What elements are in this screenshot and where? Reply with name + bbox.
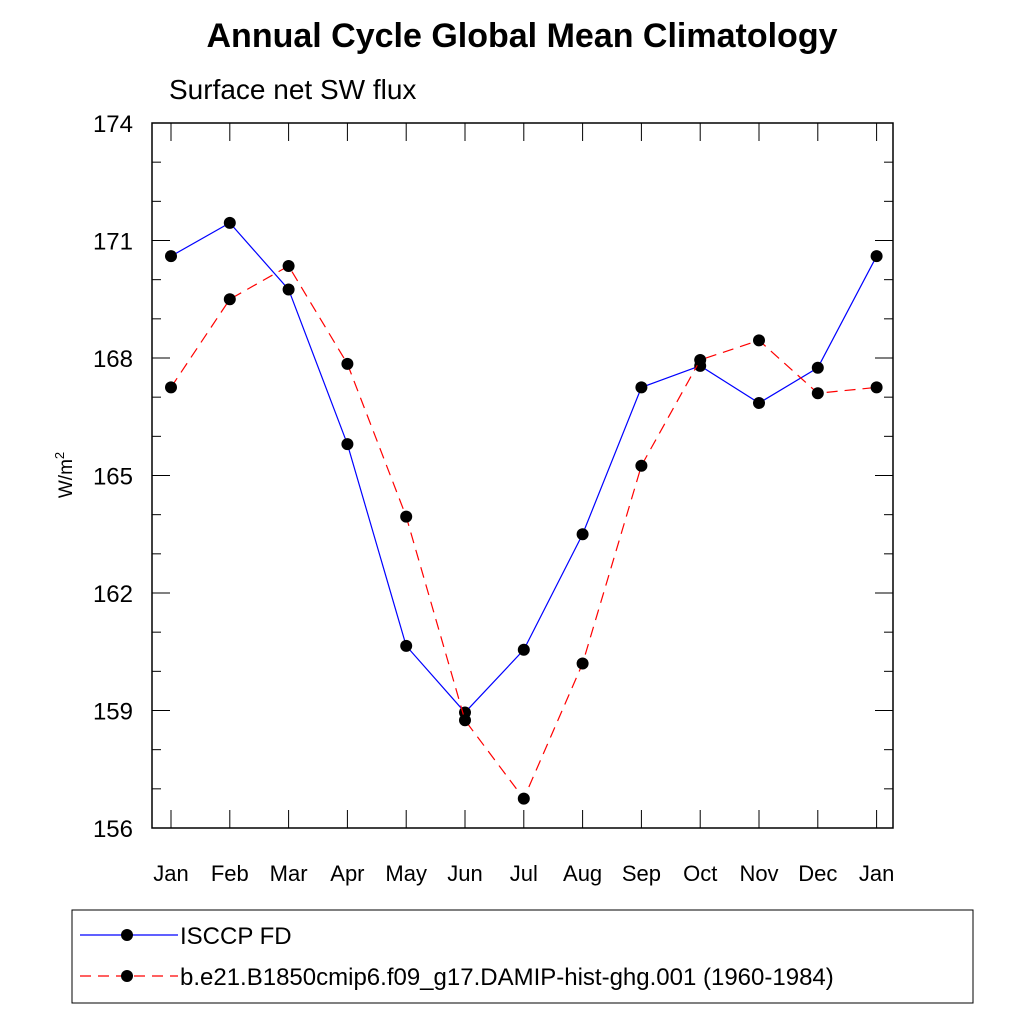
series-1 [165, 259, 883, 805]
x-tick-label: Dec [798, 861, 837, 886]
data-point [870, 250, 883, 263]
y-axis-label-unit: W/m [56, 459, 77, 498]
y-tick-label: 159 [93, 699, 133, 726]
series-layer [165, 216, 883, 805]
data-point [282, 283, 295, 296]
data-point [576, 528, 589, 541]
y-tick-label: 156 [93, 816, 133, 843]
legend-box [71, 909, 974, 1004]
x-tick-label: Mar [270, 861, 308, 886]
data-point [576, 657, 589, 670]
y-tick-label: 162 [93, 581, 133, 608]
x-tick-label: Oct [683, 861, 717, 886]
data-point [223, 293, 236, 306]
x-tick-label: Feb [211, 861, 249, 886]
plot-frame [151, 122, 894, 829]
data-point [459, 714, 471, 727]
data-point [400, 510, 413, 523]
data-point [341, 357, 354, 370]
data-point [635, 459, 648, 472]
data-point [870, 381, 883, 394]
data-point [811, 361, 824, 374]
plot-border [151, 122, 894, 829]
x-tick-label: Aug [563, 861, 602, 886]
x-tick-label: Jan [153, 861, 188, 886]
chart-title: Annual Cycle Global Mean Climatology [207, 17, 838, 55]
data-point [517, 792, 530, 805]
data-point [517, 643, 530, 656]
x-tick-label: Jan [859, 861, 894, 886]
data-point [753, 397, 765, 410]
legend-marker-model [121, 970, 133, 982]
x-tick-label: Jul [510, 861, 538, 886]
axis-ticks [152, 122, 893, 829]
x-tick-label: Jun [447, 861, 482, 886]
data-point [811, 387, 824, 400]
data-point [341, 438, 354, 451]
x-tick-label: May [385, 861, 427, 886]
data-point [635, 381, 648, 394]
legend-marker-isccp [121, 929, 133, 941]
data-point [165, 250, 177, 263]
data-point [400, 639, 413, 652]
data-point [165, 381, 177, 394]
axis-tick-labels: 156 159 162 165 168 171 174 Jan Feb Mar Apr May Jun J… [93, 111, 894, 886]
y-tick-label: 165 [93, 464, 133, 491]
data-point [282, 259, 295, 272]
series-0 [165, 216, 883, 719]
data-point [753, 334, 765, 347]
data-point [223, 216, 236, 229]
x-tick-label: Nov [739, 861, 778, 886]
data-point [694, 353, 707, 366]
y-tick-label: 168 [93, 346, 133, 373]
y-tick-label: 174 [93, 111, 133, 138]
series-line [170, 222, 878, 714]
x-tick-label: Apr [330, 861, 364, 886]
y-axis-label: W/m2 [52, 452, 77, 498]
x-tick-label: Sep [622, 861, 661, 886]
series-line [170, 265, 877, 800]
chart-subtitle: Surface net SW flux [169, 74, 416, 105]
y-tick-label: 171 [93, 229, 133, 256]
legend-label-model: b.e21.B1850cmip6.f09_g17.DAMIP-hist-ghg.… [180, 964, 834, 991]
y-axis-label-superscript: 2 [52, 452, 67, 459]
legend-label-isccp: ISCCP FD [180, 923, 292, 950]
legend: ISCCP FD b.e21.B1850cmip6.f09_g17.DAMIP-… [71, 909, 974, 1004]
